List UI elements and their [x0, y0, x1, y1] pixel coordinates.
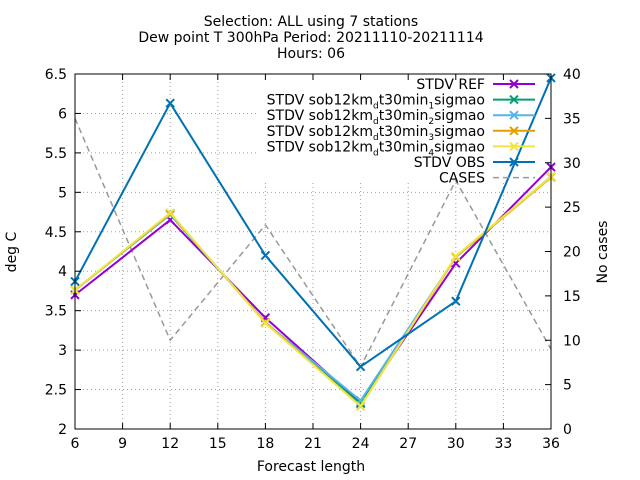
y-tick-label: 6.5: [45, 67, 67, 83]
legend-item: STDV sob12kmdt30min4sigmao: [267, 139, 535, 158]
legend-label: STDV sob12kmdt30min1sigmao: [267, 93, 485, 112]
series-4: [70, 171, 556, 411]
y2-tick-label: 40: [563, 67, 581, 83]
y2-axis-label: No cases: [595, 221, 611, 284]
legend-label: STDV OBS: [414, 155, 485, 171]
series-line: [74, 77, 552, 368]
data-point-legend: [509, 157, 519, 167]
y2-tick-label: 15: [563, 289, 581, 305]
y-tick-label: 4.5: [45, 225, 67, 241]
y2-tick-label: 25: [563, 200, 581, 216]
y-tick-label: 5.5: [45, 146, 67, 162]
legend-label: CASES: [439, 171, 485, 187]
y2-tick-label: 0: [563, 422, 572, 438]
legend-label: STDV sob12kmdt30min2sigmao: [267, 108, 485, 127]
series-6: [74, 118, 552, 368]
y-tick-label: 4: [58, 264, 67, 280]
legend-item: STDV sob12kmdt30min2sigmao: [267, 108, 535, 127]
data-point-legend: [509, 79, 519, 89]
legend-item: STDV sob12kmdt30min3sigmao: [267, 124, 535, 143]
x-tick-label: 30: [447, 436, 465, 452]
y-tick-label: 6: [58, 106, 67, 122]
x-tick-label: 24: [352, 436, 370, 452]
chart-title: Selection: ALL using 7 stations Dew poin…: [138, 14, 483, 62]
y-axis-label: deg C: [4, 231, 20, 272]
y-tick-label: 5: [58, 185, 67, 201]
y2-tick-label: 35: [563, 111, 581, 127]
data-point-legend: [509, 141, 519, 152]
data-point: [260, 250, 271, 261]
x-axis-label: Forecast length: [257, 459, 365, 475]
y2-tick-label: 30: [563, 156, 581, 172]
data-point-legend: [509, 94, 519, 105]
y2-tick-label: 20: [563, 245, 581, 261]
x-axis-ticks: 6 9 12 15 18 21 24 27 30 33 36: [71, 74, 560, 452]
y-tick-label: 3.5: [45, 304, 67, 320]
series-line: [74, 175, 552, 405]
y-axis-ticks: 2 2.5 3 3.5 4 4.5 5 5.5 6 6.5: [45, 67, 81, 438]
legend-item: STDV REF: [416, 77, 535, 93]
x-tick-label: 9: [118, 436, 127, 452]
chart-title-line-3: Hours: 06: [277, 46, 345, 62]
legend-label: STDV REF: [416, 77, 485, 93]
x-tick-label: 33: [494, 436, 512, 452]
data-point: [165, 98, 175, 108]
data-point: [355, 401, 366, 411]
data-point: [451, 296, 461, 306]
series-line: [74, 118, 552, 368]
series-line: [74, 175, 552, 402]
data-point-legend: [509, 126, 519, 136]
data-point: [355, 361, 366, 372]
x-tick-label: 36: [542, 436, 560, 452]
chart-title-line-1: Selection: ALL using 7 stations: [204, 14, 418, 30]
series-line: [74, 175, 552, 408]
x-tick-label: 27: [399, 436, 417, 452]
grid: [75, 74, 551, 429]
y2-tick-label: 10: [563, 333, 581, 349]
legend-label: STDV sob12kmdt30min3sigmao: [267, 124, 485, 143]
y-tick-label: 3: [58, 343, 67, 359]
x-tick-label: 15: [209, 436, 227, 452]
legend-item: STDV OBS: [414, 155, 535, 171]
chart-title-line-2: Dew point T 300hPa Period: 20211110-2021…: [138, 30, 483, 46]
x-tick-label: 18: [256, 436, 274, 452]
y2-axis-ticks: 0 5 10 15 20 25 30 35 40: [545, 67, 581, 438]
x-tick-label: 12: [161, 436, 179, 452]
data-point-legend: [509, 110, 519, 120]
x-tick-label: 21: [304, 436, 322, 452]
y-tick-label: 2.5: [45, 383, 67, 399]
data-point: [451, 251, 461, 261]
legend-item: CASES: [439, 171, 535, 187]
legend-label: STDV sob12kmdt30min4sigmao: [267, 139, 485, 158]
legend-item: STDV sob12kmdt30min1sigmao: [267, 93, 535, 112]
x-tick-label: 6: [71, 436, 80, 452]
data-point: [165, 208, 175, 218]
y-tick-label: 2: [58, 422, 67, 438]
data-point: [260, 318, 271, 328]
y2-tick-label: 5: [563, 378, 572, 394]
